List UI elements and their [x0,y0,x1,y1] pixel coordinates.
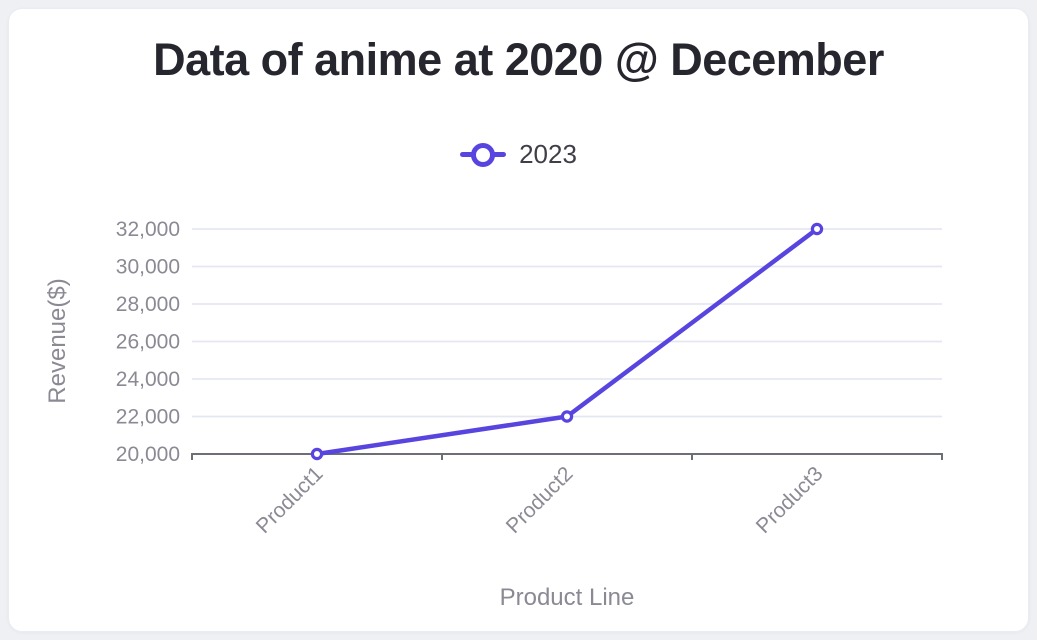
legend-item-2023[interactable]: 2023 [460,139,577,170]
y-tick-label: 26,000 [116,331,180,354]
data-point[interactable] [810,222,824,236]
y-tick-label: 24,000 [116,368,180,391]
line-series-marker-icon [460,142,507,167]
data-point[interactable] [560,410,574,423]
chart-title: Data of anime at 2020 @ December [153,34,884,85]
y-tick-label: 22,000 [116,406,180,429]
chart-card [8,8,1029,632]
y-tick-label: 32,000 [116,218,180,241]
data-point[interactable] [310,447,324,461]
y-tick-label: 30,000 [116,256,180,279]
circle-marker-icon [471,142,496,167]
x-axis-title: Product Line [499,584,635,611]
x-tick-label: Product1 [252,462,328,538]
legend-label: 2023 [519,139,577,169]
y-tick-label: 28,000 [116,293,180,316]
x-tick-label: Product3 [752,462,828,538]
x-tick-label: Product2 [502,462,578,538]
y-tick-label: 20,000 [116,443,180,466]
legend: 2023 [0,139,1037,170]
